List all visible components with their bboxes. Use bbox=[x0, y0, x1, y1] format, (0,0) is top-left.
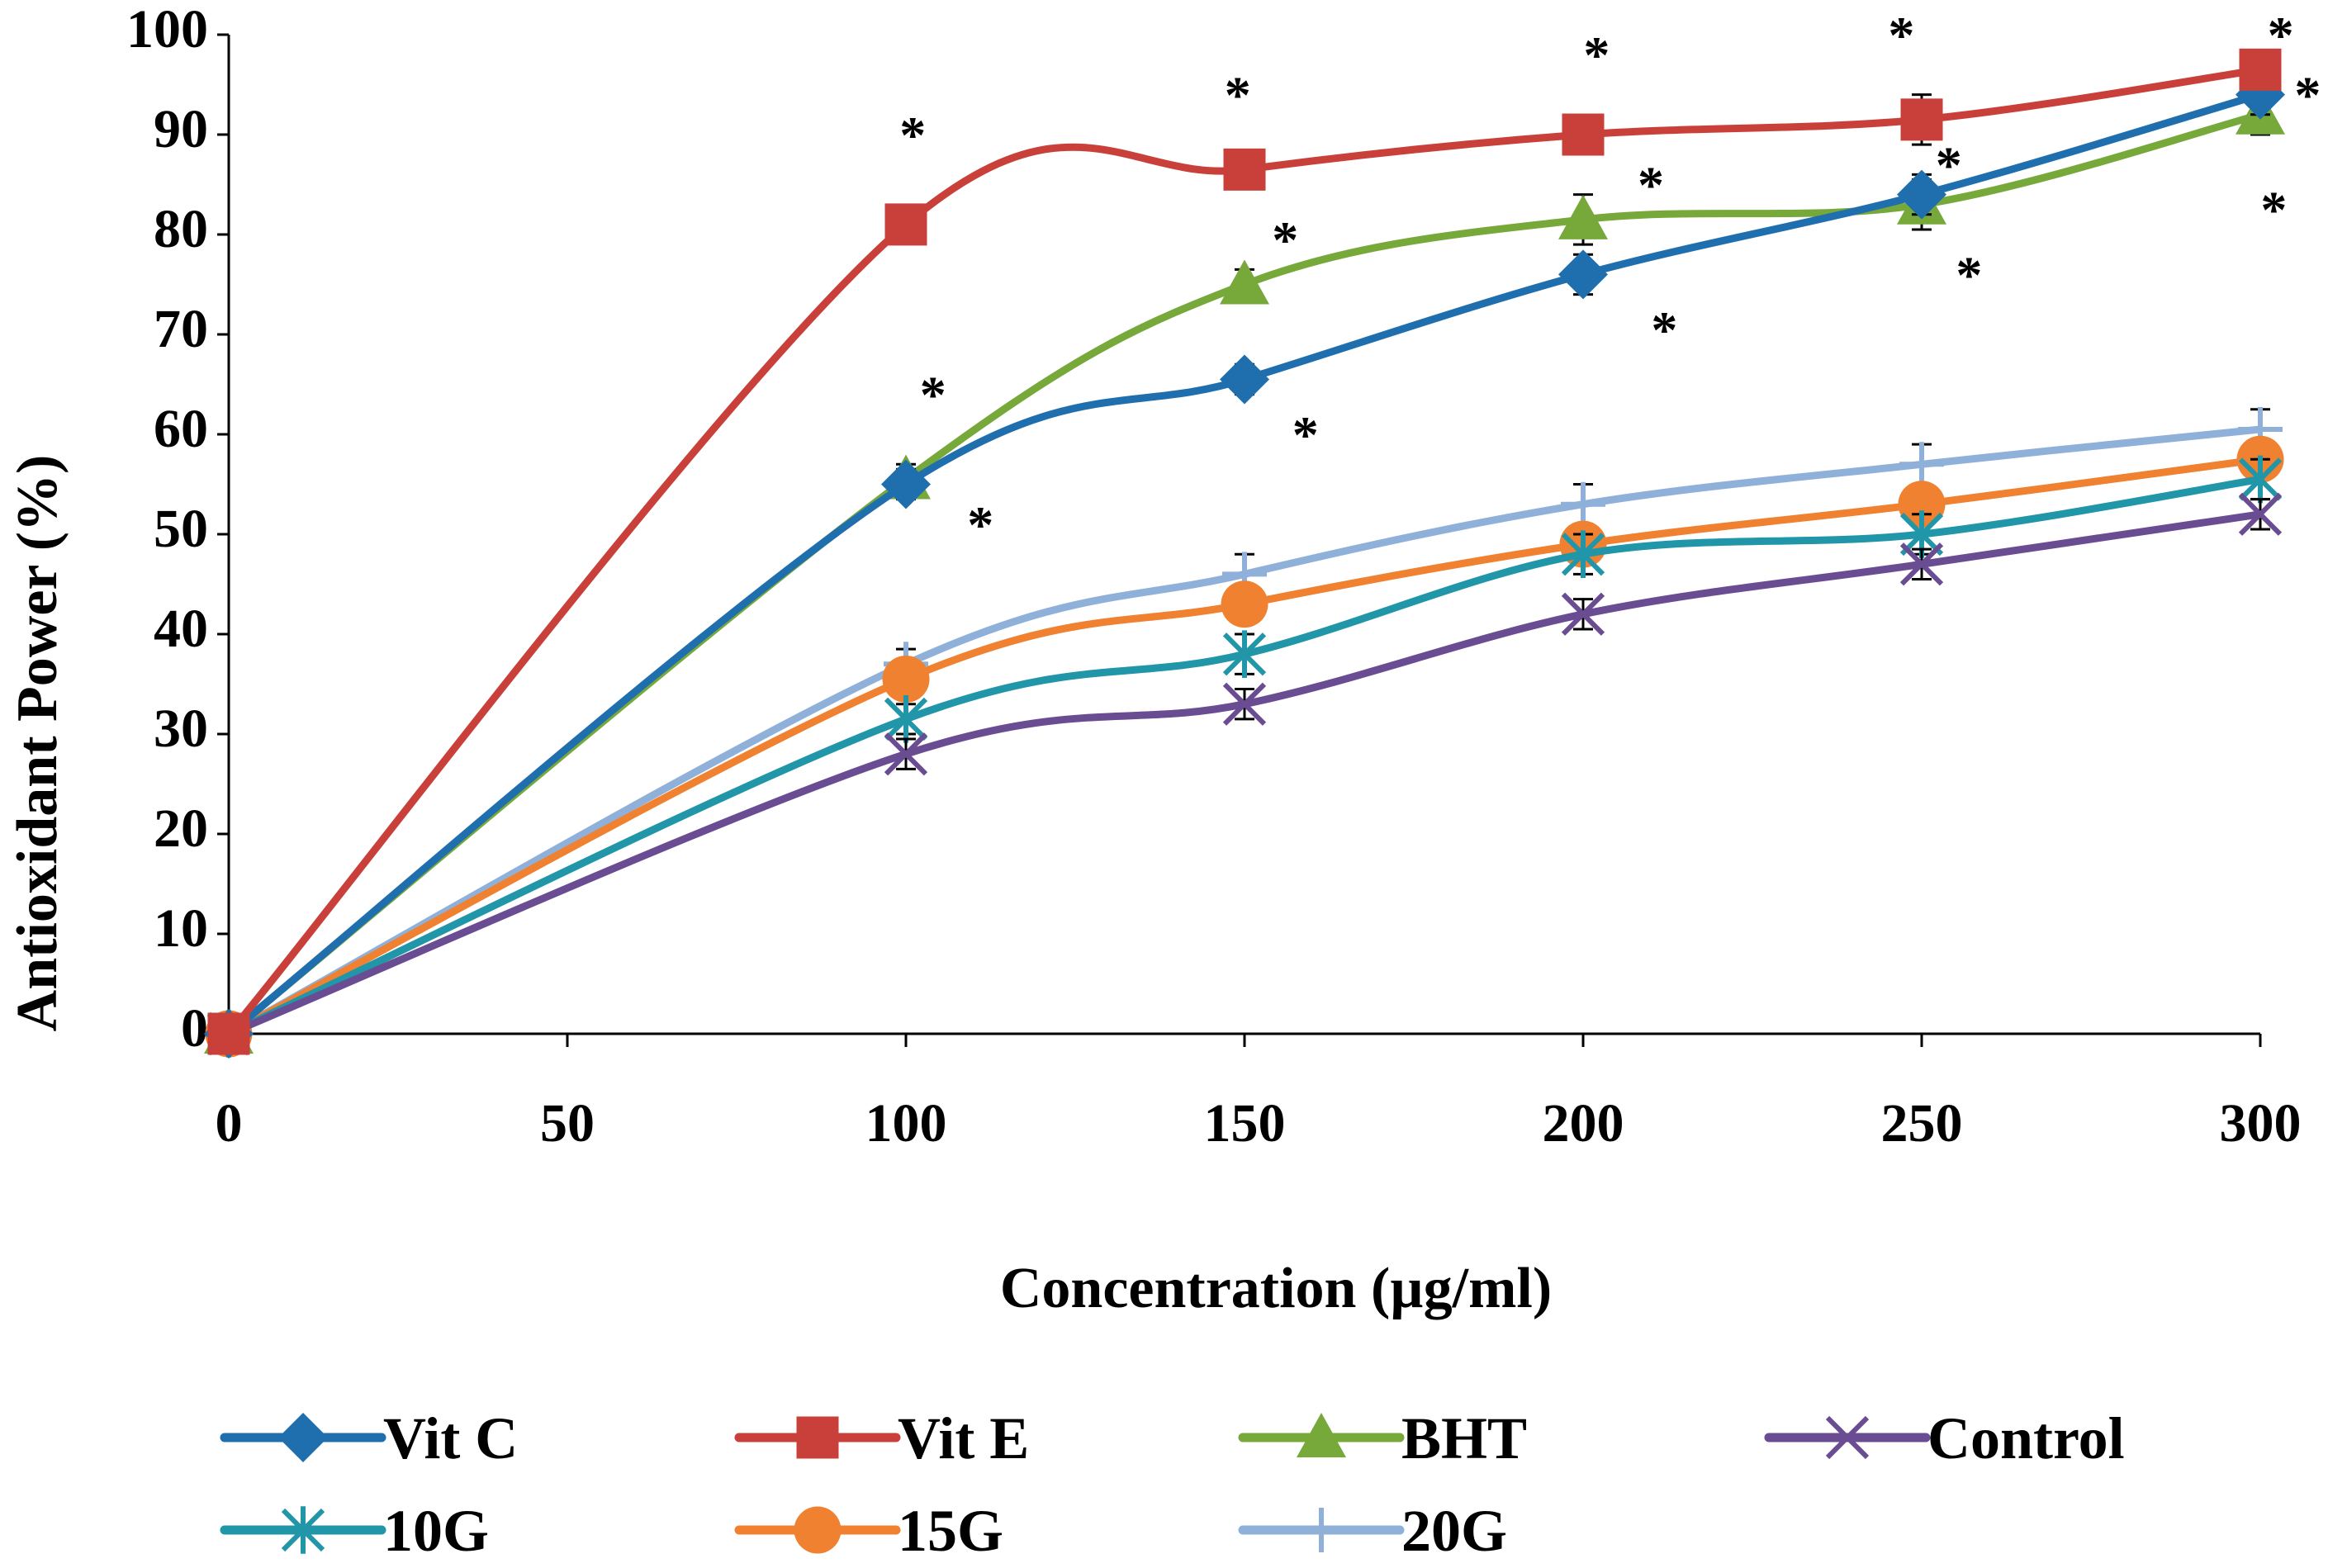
y-tick-label: 80 bbox=[154, 199, 208, 259]
data-point bbox=[1220, 354, 1269, 405]
series-10g bbox=[206, 455, 2283, 1058]
data-point bbox=[1899, 542, 1944, 586]
significance-asterisk: * bbox=[1888, 6, 1914, 64]
significance-asterisk: * bbox=[1638, 155, 1664, 214]
data-point bbox=[207, 1012, 250, 1055]
significance-asterisk: * bbox=[920, 366, 946, 424]
series-line bbox=[225, 475, 2264, 1038]
significance-asterisk: * bbox=[1651, 301, 1677, 359]
series-line bbox=[225, 510, 2264, 1038]
data-point bbox=[882, 655, 930, 703]
data-point bbox=[1561, 481, 1605, 527]
legend-swatch-marker bbox=[796, 1416, 839, 1459]
legend-swatch-marker bbox=[1825, 1415, 1870, 1460]
significance-asterisk: * bbox=[1936, 135, 1962, 194]
legend-label: Vit E bbox=[898, 1405, 1029, 1471]
legend-label: 10G bbox=[383, 1498, 489, 1564]
series-layer bbox=[204, 48, 2285, 1059]
data-point bbox=[1221, 580, 1268, 628]
data-point bbox=[884, 695, 928, 743]
significance-asterisk: * bbox=[1956, 245, 1982, 304]
significance-asterisk: * bbox=[1583, 26, 1610, 84]
x-tick-label: 200 bbox=[1543, 1093, 1624, 1153]
significance-asterisk: * bbox=[1292, 405, 1319, 464]
significance-asterisk: * bbox=[967, 495, 993, 554]
data-point bbox=[1562, 113, 1605, 156]
data-point bbox=[1561, 530, 1605, 578]
legend-item-15g: 15G bbox=[734, 1498, 1003, 1564]
legend-label: 15G bbox=[898, 1498, 1003, 1564]
legend-swatch-marker bbox=[281, 1506, 325, 1554]
significance-asterisk: * bbox=[899, 106, 926, 164]
significance-asterisk: * bbox=[1272, 211, 1298, 269]
data-point bbox=[2239, 48, 2282, 91]
legend-swatch-marker bbox=[1297, 1413, 1346, 1457]
y-axis-title: Antioxidant Power (%) bbox=[6, 455, 69, 1032]
y-tick-label: 50 bbox=[154, 499, 208, 559]
data-point bbox=[884, 732, 928, 776]
data-point bbox=[1223, 148, 1266, 191]
legend-item-bht: BHT bbox=[1238, 1405, 1527, 1471]
data-point bbox=[884, 203, 927, 246]
x-tick-label: 300 bbox=[2220, 1093, 2302, 1153]
legend-label: Control bbox=[1927, 1405, 2125, 1471]
data-point bbox=[881, 459, 931, 509]
significance-annotations: *************** bbox=[899, 6, 2321, 554]
legend-item-vit-c: Vit C bbox=[220, 1405, 518, 1471]
legend-label: 20G bbox=[1401, 1498, 1507, 1564]
y-axis-ticks: 0 10 20 30 40 50 60 70 80 90 100 bbox=[126, 0, 229, 1059]
legend-item-vit-e: Vit E bbox=[734, 1405, 1029, 1471]
data-point bbox=[1900, 98, 1943, 141]
legend-swatch-marker bbox=[794, 1506, 842, 1554]
data-point bbox=[1899, 442, 1944, 487]
series-vit-c bbox=[204, 69, 2285, 1059]
y-tick-label: 0 bbox=[181, 998, 208, 1059]
y-tick-label: 10 bbox=[154, 898, 208, 959]
significance-asterisk: * bbox=[2294, 66, 2321, 125]
data-point bbox=[1222, 630, 1267, 678]
legend-label: BHT bbox=[1401, 1405, 1527, 1471]
data-point bbox=[2238, 455, 2283, 504]
y-tick-label: 30 bbox=[154, 699, 208, 759]
x-axis-title: Concentration (µg/ml) bbox=[1000, 1257, 1552, 1320]
x-tick-label: 250 bbox=[1881, 1093, 1963, 1153]
data-point bbox=[1558, 194, 1608, 239]
y-tick-label: 40 bbox=[154, 599, 208, 659]
significance-asterisk: * bbox=[2260, 181, 2287, 239]
y-tick-label: 20 bbox=[154, 798, 208, 859]
x-tick-label: 100 bbox=[865, 1093, 947, 1153]
y-tick-label: 100 bbox=[126, 0, 208, 59]
legend-item-20g: 20G bbox=[1238, 1498, 1507, 1564]
legend-swatch-marker bbox=[278, 1413, 328, 1462]
legend-item-10g: 10G bbox=[220, 1498, 489, 1564]
x-tick-label: 150 bbox=[1204, 1093, 1286, 1153]
y-tick-label: 70 bbox=[154, 299, 208, 359]
data-point bbox=[1220, 259, 1269, 305]
data-point bbox=[1558, 249, 1608, 300]
series-line bbox=[225, 425, 2264, 1038]
data-point bbox=[2238, 492, 2283, 536]
legend-label: Vit C bbox=[383, 1405, 518, 1471]
x-tick-label: 0 bbox=[216, 1093, 243, 1153]
data-point bbox=[1897, 169, 1946, 220]
data-point bbox=[1898, 481, 1946, 528]
legend: Vit C Vit E BHT Control 10G 15G 20G bbox=[220, 1405, 2125, 1564]
x-tick-label: 50 bbox=[540, 1093, 595, 1153]
y-tick-label: 60 bbox=[154, 399, 208, 459]
series-line bbox=[225, 455, 2264, 1038]
data-point bbox=[1561, 592, 1605, 636]
legend-swatch-marker bbox=[1299, 1508, 1344, 1552]
significance-asterisk: * bbox=[2268, 6, 2294, 64]
data-point bbox=[1222, 682, 1267, 726]
series-20g bbox=[206, 406, 2283, 1056]
x-axis-ticks: 0 50 100 150 200 250 300 bbox=[216, 1034, 2302, 1153]
significance-asterisk: * bbox=[1225, 66, 1251, 125]
legend-item-control: Control bbox=[1764, 1405, 2125, 1471]
series-control bbox=[206, 492, 2283, 1056]
y-tick-label: 90 bbox=[154, 99, 208, 159]
series-vit-e bbox=[207, 48, 2282, 1055]
